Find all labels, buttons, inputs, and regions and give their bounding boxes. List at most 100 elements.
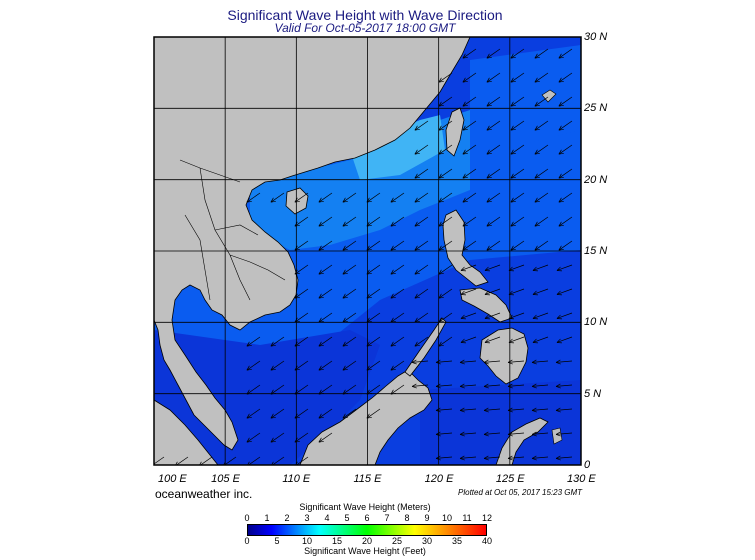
direction-arrowhead [483, 386, 489, 389]
direction-arrowhead [270, 416, 276, 419]
direction-arrowhead [534, 125, 538, 131]
latitude-label: 5 N [584, 387, 602, 400]
direction-arrowhead [558, 200, 564, 203]
direction-arrow [460, 408, 477, 411]
direction-arrow [508, 456, 525, 459]
direction-arrowhead [342, 248, 348, 251]
direction-arrow [294, 216, 309, 227]
direction-arrow [484, 312, 501, 319]
direction-arrowhead [531, 431, 537, 435]
direction-arrow [508, 432, 525, 435]
direction-arrowhead [246, 413, 250, 419]
direction-arrow [558, 72, 573, 83]
direction-arrow [510, 144, 525, 155]
direction-arrowhead [438, 317, 442, 323]
direction-arrow [462, 216, 477, 227]
direction-arrowhead [483, 431, 489, 435]
direction-arrowhead [486, 80, 492, 83]
direction-arrowhead [534, 224, 540, 227]
direction-arrowhead [390, 293, 394, 299]
direction-arrow [462, 144, 477, 155]
direction-arrow [558, 144, 573, 155]
direction-arrow [318, 192, 333, 203]
direction-arrowhead [390, 365, 394, 371]
direction-arrowhead [462, 248, 468, 251]
direction-arrowhead [414, 344, 420, 347]
direction-arrow [414, 264, 429, 275]
direction-arrow [342, 288, 357, 299]
direction-arrow [510, 192, 525, 203]
direction-arrow [486, 240, 501, 251]
direction-arrow [414, 336, 429, 347]
direction-arrowhead [435, 383, 441, 387]
direction-arrowhead [484, 338, 489, 343]
direction-arrow [558, 240, 573, 251]
direction-arrowhead [486, 173, 490, 179]
direction-arrowhead [459, 434, 465, 437]
direction-arrowhead [507, 386, 513, 389]
direction-arrowhead [483, 455, 489, 459]
direction-arrowhead [411, 362, 417, 365]
direction-arrowhead [483, 359, 489, 363]
direction-arrowhead [342, 221, 346, 227]
direction-arrowhead [414, 221, 418, 227]
direction-arrowhead [414, 272, 420, 275]
direction-arrow [438, 192, 453, 203]
direction-arrow [484, 264, 501, 271]
direction-arrowhead [342, 317, 346, 323]
direction-arrowhead [390, 269, 394, 275]
direction-arrow [390, 336, 405, 347]
direction-arrowhead [510, 173, 514, 179]
direction-arrow [294, 288, 309, 299]
colorbar-feet-tick: 10 [301, 536, 312, 546]
direction-arrow [366, 288, 381, 299]
direction-arrowhead [318, 341, 322, 347]
direction-arrowhead [462, 221, 466, 227]
direction-arrowhead [438, 341, 442, 347]
direction-arrow [558, 48, 573, 59]
direction-arrowhead [534, 197, 538, 203]
direction-arrowhead [414, 296, 420, 299]
direction-arrow [510, 48, 525, 59]
direction-arrowhead [390, 200, 396, 203]
direction-arrowhead [270, 413, 274, 419]
direction-arrowhead [438, 104, 444, 107]
direction-arrow [438, 288, 453, 299]
direction-arrow [246, 384, 261, 395]
direction-arrow [532, 456, 549, 459]
direction-arrow [534, 240, 549, 251]
direction-arrow [556, 432, 573, 435]
direction-arrow [294, 384, 309, 395]
direction-arrowhead [558, 173, 562, 179]
direction-arrowhead [414, 125, 418, 131]
direction-arrow [366, 192, 381, 203]
direction-arrow [484, 456, 501, 459]
direction-arrow [484, 360, 501, 363]
direction-arrowhead [555, 410, 561, 413]
direction-arrowhead [483, 383, 489, 387]
colorbar-meters-tick: 1 [264, 513, 270, 523]
direction-arrow [390, 192, 405, 203]
direction-arrowhead [531, 386, 537, 389]
direction-arrow [486, 96, 501, 107]
direction-arrow [270, 432, 285, 443]
direction-arrowhead [486, 101, 490, 107]
direction-arrow [342, 216, 357, 227]
direction-arrowhead [510, 56, 516, 59]
direction-arrowhead [510, 197, 514, 203]
direction-arrowhead [342, 413, 346, 419]
direction-arrow [438, 336, 453, 347]
credit-text: oceanweather inc. [155, 487, 253, 501]
direction-arrowhead [438, 128, 444, 131]
direction-arrowhead [531, 458, 537, 461]
wave-height-region-peak [350, 115, 445, 180]
direction-arrowhead [555, 383, 561, 387]
small-island [551, 427, 563, 445]
direction-arrow [532, 312, 549, 319]
colorbar-meters-tick: 5 [344, 513, 350, 523]
direction-arrowhead [460, 266, 465, 271]
colorbar-feet-tick: 40 [481, 536, 492, 546]
direction-arrow [342, 336, 357, 347]
direction-arrowhead [534, 77, 538, 83]
direction-arrowhead [486, 128, 492, 131]
